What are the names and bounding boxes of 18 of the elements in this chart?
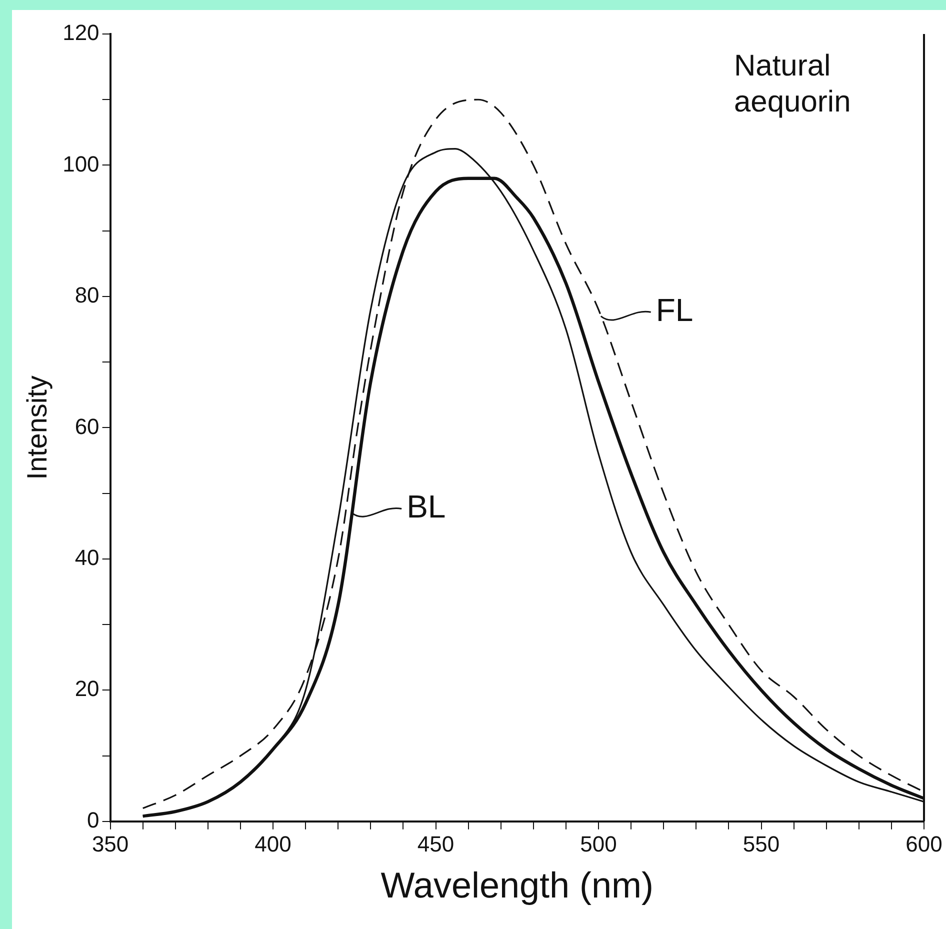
y-tick-label: 0 <box>87 807 100 832</box>
y-tick-label: 80 <box>74 282 100 308</box>
x-axis-title: Wavelength (nm) <box>380 864 654 906</box>
y-tick-label: 40 <box>74 544 100 570</box>
x-tick-label: 350 <box>92 832 129 857</box>
y-tick-label: 100 <box>62 151 100 176</box>
annotation: BL <box>406 488 446 525</box>
y-tick-label: 60 <box>74 414 100 439</box>
x-tick-label: 500 <box>580 832 617 857</box>
x-tick-label: 450 <box>417 832 454 857</box>
x-tick-label: 550 <box>742 832 780 857</box>
text: Natural aequorin <box>734 49 851 118</box>
x-tick-label: 400 <box>254 832 292 857</box>
annotation: FL <box>656 292 694 328</box>
y-tick-label: 120 <box>62 20 100 46</box>
y-axis-title: Intensity <box>22 376 53 480</box>
y-tick-label: 20 <box>74 676 100 702</box>
x-tick-label: 600 <box>906 832 942 857</box>
